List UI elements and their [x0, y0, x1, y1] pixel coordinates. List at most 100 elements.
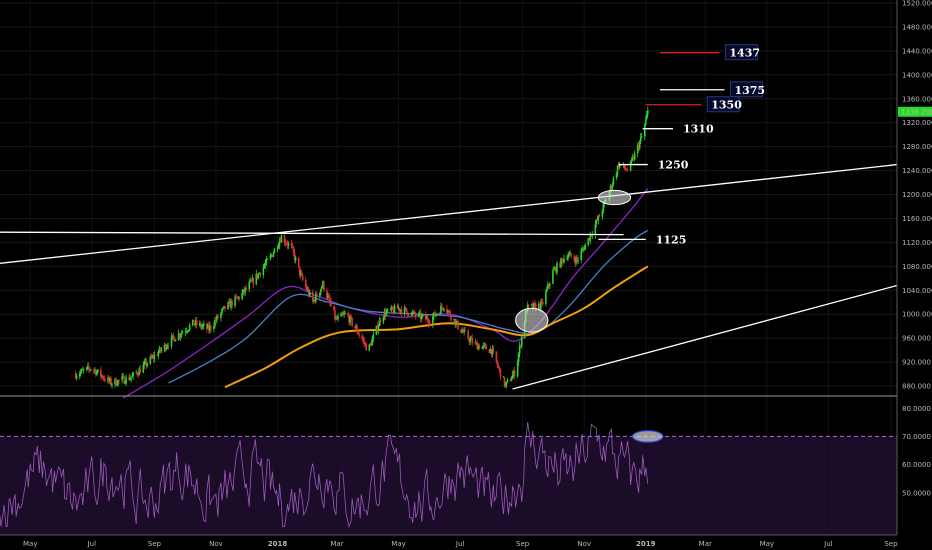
candle-body [474, 342, 477, 344]
candle-body [447, 310, 449, 313]
x-tick-label: May [391, 540, 405, 548]
candle-body [349, 316, 351, 323]
candle-body [192, 319, 195, 325]
candle-body [533, 303, 536, 304]
candle-body [363, 340, 366, 344]
candle-body [333, 305, 335, 311]
candle-body [125, 376, 127, 384]
candle-body [245, 287, 247, 290]
candle-body [547, 284, 549, 289]
candle-body [541, 301, 543, 303]
candle-body [116, 384, 118, 386]
candle-body [426, 317, 428, 320]
candle-body [362, 339, 365, 341]
candle-body [151, 356, 154, 358]
candle-body [199, 323, 202, 328]
candle-body [79, 371, 82, 374]
candle-body [355, 326, 357, 329]
candle-body [291, 245, 294, 248]
candle-body [234, 296, 236, 306]
candle-body [573, 256, 575, 260]
candle-body [443, 309, 445, 310]
candle-body [230, 300, 232, 308]
candle-body [609, 186, 612, 192]
candle-body [495, 351, 498, 362]
candle-body [323, 281, 325, 291]
candle-body [334, 310, 336, 320]
candle-body [468, 338, 470, 342]
candle-body [351, 318, 353, 326]
candle-body [587, 238, 590, 245]
candle-body [432, 316, 434, 325]
candle-body [86, 366, 89, 368]
candle-body [511, 375, 514, 379]
candle-body [376, 325, 379, 331]
candle-body [242, 289, 244, 293]
candle-body [594, 224, 597, 235]
candle-body [96, 371, 98, 375]
y-tick-label: 880.000 [902, 383, 931, 391]
candle-body [412, 311, 415, 313]
candle-body [602, 203, 605, 212]
candle-body [231, 300, 233, 306]
candle-body [319, 292, 321, 297]
candle-body [554, 267, 556, 270]
candle-body [123, 376, 125, 384]
candle-body [581, 249, 583, 251]
y-tick-label: 1360.000 [902, 95, 932, 103]
candle-body [344, 313, 346, 315]
candle-body [560, 258, 562, 268]
candle-body [489, 349, 492, 353]
candle-body [382, 317, 385, 323]
price-levels: 1437 1375 1350 1310 1250 1125 [598, 44, 765, 246]
osc-y-tick-label: 60.0000 [902, 461, 931, 469]
candle-body [186, 330, 189, 332]
candle-body [392, 309, 395, 313]
candle-body [285, 243, 288, 245]
candle-body [180, 332, 183, 336]
candle-body [637, 145, 640, 149]
candle-body [589, 234, 592, 241]
candle-body [357, 332, 359, 335]
candle-body [142, 364, 145, 373]
candle-body [644, 119, 647, 125]
candle-body [630, 159, 633, 162]
candle-body [356, 326, 358, 333]
candle-body [567, 256, 569, 259]
candle-body [166, 346, 169, 348]
candle-body [335, 318, 337, 320]
candle-body [597, 215, 600, 221]
candle-body [365, 343, 368, 351]
x-tick-label: Nov [209, 540, 223, 548]
candle-body [496, 361, 499, 366]
candle-body [569, 252, 571, 254]
candle-body [624, 168, 627, 170]
y-tick-label: 1200.000 [902, 191, 932, 199]
candle-body [549, 283, 551, 286]
level-label-box [729, 81, 763, 98]
candle-body [561, 258, 563, 260]
candle-body [463, 329, 465, 333]
candle-body [638, 141, 641, 149]
candle-body [568, 253, 570, 257]
x-tick-label: 2018 [268, 540, 288, 548]
candle-body [139, 368, 142, 373]
candle-body [385, 311, 388, 316]
candle-body [640, 136, 643, 138]
candle-body [516, 361, 519, 377]
candle-body [370, 343, 373, 346]
candle-body [491, 348, 494, 355]
candle-body [510, 378, 513, 382]
x-tick-label: Jul [823, 540, 833, 548]
candle-body [177, 333, 180, 340]
level-label-1125: 1125 [656, 233, 687, 246]
candle-body [645, 114, 648, 120]
x-tick-label: Jul [87, 540, 97, 548]
x-tick-label: May [760, 540, 774, 548]
x-tick-label: Nov [577, 540, 591, 548]
candle-body [453, 318, 455, 320]
candle-body [280, 235, 283, 243]
candle-body [304, 279, 307, 287]
candle-body [562, 259, 564, 263]
